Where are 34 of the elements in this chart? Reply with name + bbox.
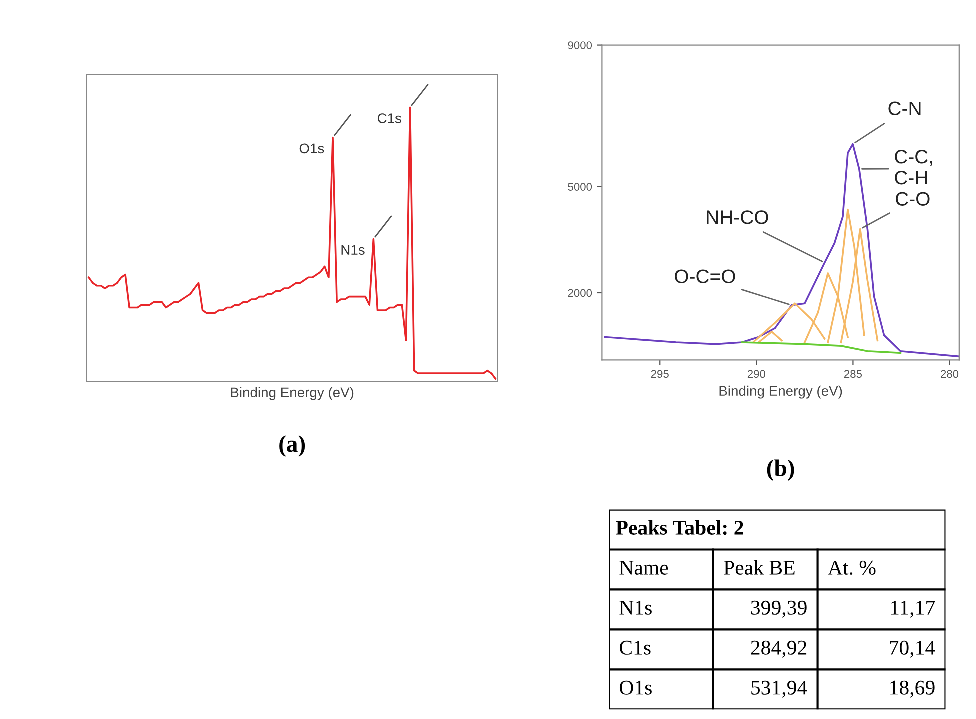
text: Peaks Tabel: 2 (616, 520, 744, 536)
text: At. % (828, 560, 876, 576)
data-label: 399,39 (751, 600, 807, 618)
line-series (741, 342, 902, 354)
text: (a) (280, 436, 306, 457)
text: Peak BE (724, 560, 795, 575)
data-label: 284,92 (751, 640, 807, 658)
category-label: N1s (620, 600, 652, 615)
annotation: C-C, C-H (895, 150, 932, 185)
data-label: 11,17 (891, 600, 936, 618)
annotation: C-O (896, 192, 930, 206)
category-label: C1s (620, 640, 651, 655)
annotation: O-C=O (675, 270, 736, 284)
annotation: N1s (342, 245, 365, 256)
x-tick-label: 290 (748, 370, 766, 378)
data-label: 531,94 (752, 680, 808, 698)
x-axis-title: Binding Energy (eV) (231, 387, 354, 400)
annotation: O1s (300, 144, 324, 154)
text: Name (620, 561, 668, 575)
x-axis-title: Binding Energy (eV) (720, 386, 842, 399)
x-tick-label: 280 (941, 370, 959, 378)
category-label: O1s (620, 680, 652, 695)
x-tick-label: 285 (844, 370, 862, 378)
text: (b) (767, 460, 794, 482)
annotation: NH-CO (707, 210, 768, 224)
annotation: C1s (378, 114, 402, 124)
y-tick-label: 9000 (568, 42, 592, 50)
line-series (604, 143, 960, 358)
y-tick-label: 5000 (568, 183, 592, 191)
data-label: 70,14 (890, 640, 936, 658)
x-tick-label: 295 (651, 370, 669, 378)
data-label: 18,69 (890, 680, 935, 698)
annotation: C-N (888, 102, 921, 116)
y-tick-label: 2000 (568, 289, 592, 298)
